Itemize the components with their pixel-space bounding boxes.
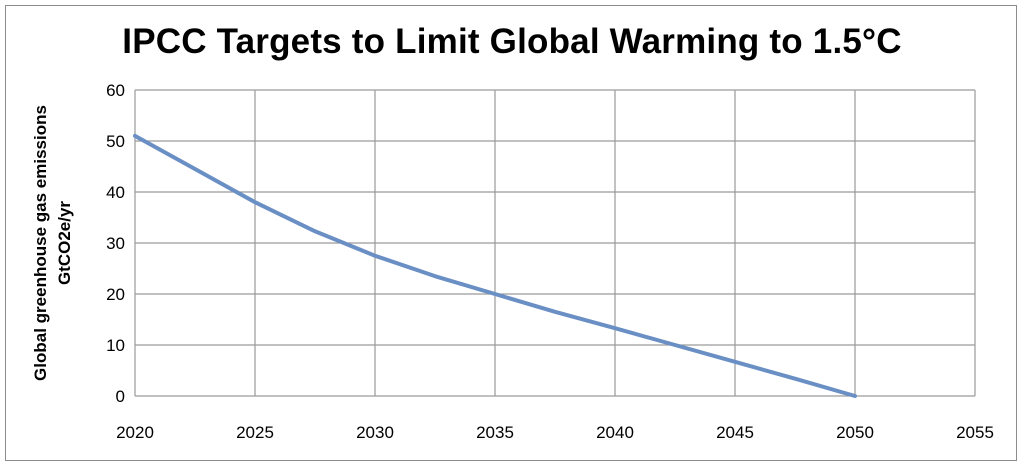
x-tick-label: 2025 [236,423,274,442]
y-tick-label: 60 [106,81,125,100]
y-tick-label: 0 [116,387,125,406]
y-axis-label-line: Global greenhouse gas emissions [31,105,50,381]
y-axis-label: Global greenhouse gas emissions GtCO2e/yr [31,105,74,381]
x-tick-label: 2020 [116,423,154,442]
series-layer [133,133,857,398]
x-tick-label: 2045 [716,423,754,442]
grid-layer [134,89,976,397]
y-axis-label-line: GtCO2e/yr [55,201,74,285]
y-tick-label: 10 [106,336,125,355]
x-tick-label: 2030 [356,423,394,442]
y-tick-label: 30 [106,234,125,253]
x-tick-label: 2055 [956,423,994,442]
chart-frame [5,5,1017,461]
y-tick-label: 40 [106,183,125,202]
series-line [133,133,857,398]
x-tick-label: 2040 [596,423,634,442]
x-tick-label: 2050 [836,423,874,442]
y-tick-label: 50 [106,132,125,151]
y-tick-label: 20 [106,285,125,304]
chart-title: IPCC Targets to Limit Global Warming to … [122,22,902,61]
x-tick-label: 2035 [476,423,514,442]
